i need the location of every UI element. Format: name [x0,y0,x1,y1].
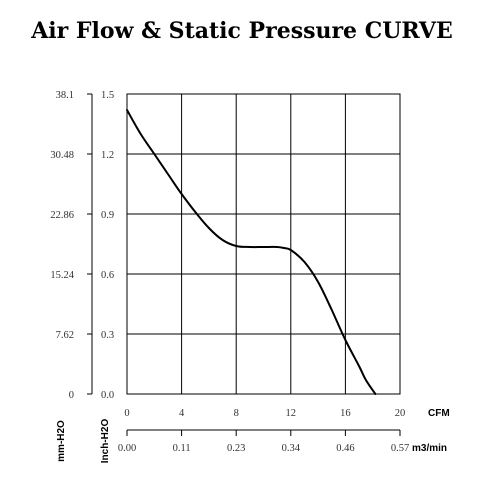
y-tick-label-mm: 15.24 [50,270,74,281]
x-axis-unit-m3min: m3/min [412,443,447,454]
y-tick-label-inch: 0.0 [101,390,114,401]
x-tick-label-m3min: 0.00 [118,443,136,454]
y-tick-label-inch: 1.5 [101,90,114,101]
y-axis-unit-mm: mm-H2O [56,420,67,462]
y-axis-unit-inch: Inch-H2O [100,419,111,464]
axes [87,93,401,436]
y-tick-label-mm: 0 [69,390,74,401]
x-tick-label-cfm: 8 [234,408,239,419]
chart-title: Air Flow & Static Pressure CURVE [30,18,453,44]
x-tick-label-cfm: 12 [286,408,297,419]
tick-labels: 0 7.62 15.24 22.86 30.48 38.1 0.0 0.3 0.6 0.9 1.2 1… [50,90,449,463]
y-tick-label-inch: 0.6 [101,270,114,281]
series [126,109,377,395]
y-tick-label-inch: 0.9 [101,210,114,221]
y-tick-label-mm: 7.62 [56,330,74,341]
x-tick-label-m3min: 0.57 [391,443,409,454]
x-tick-label-m3min: 0.11 [173,443,191,454]
plot-frame [126,93,401,395]
grid [126,93,401,395]
pressure-curve-line [126,109,377,395]
x-tick-label-cfm: 20 [395,408,406,419]
y-tick-label-mm: 22.86 [50,210,74,221]
y-tick-label-mm: 30.48 [50,150,74,161]
x-tick-label-m3min: 0.23 [227,443,245,454]
y-tick-label-inch: 1.2 [101,150,114,161]
y-tick-label-mm: 38.1 [56,90,74,101]
x-tick-label-cfm: 16 [340,408,351,419]
x-tick-label-m3min: 0.34 [282,443,301,454]
x-tick-label-cfm: 4 [179,408,185,419]
x-axis-unit-cfm: CFM [428,408,450,419]
y-tick-label-inch: 0.3 [101,330,114,341]
x-tick-label-cfm: 0 [124,408,129,419]
x-tick-label-m3min: 0.46 [336,443,354,454]
